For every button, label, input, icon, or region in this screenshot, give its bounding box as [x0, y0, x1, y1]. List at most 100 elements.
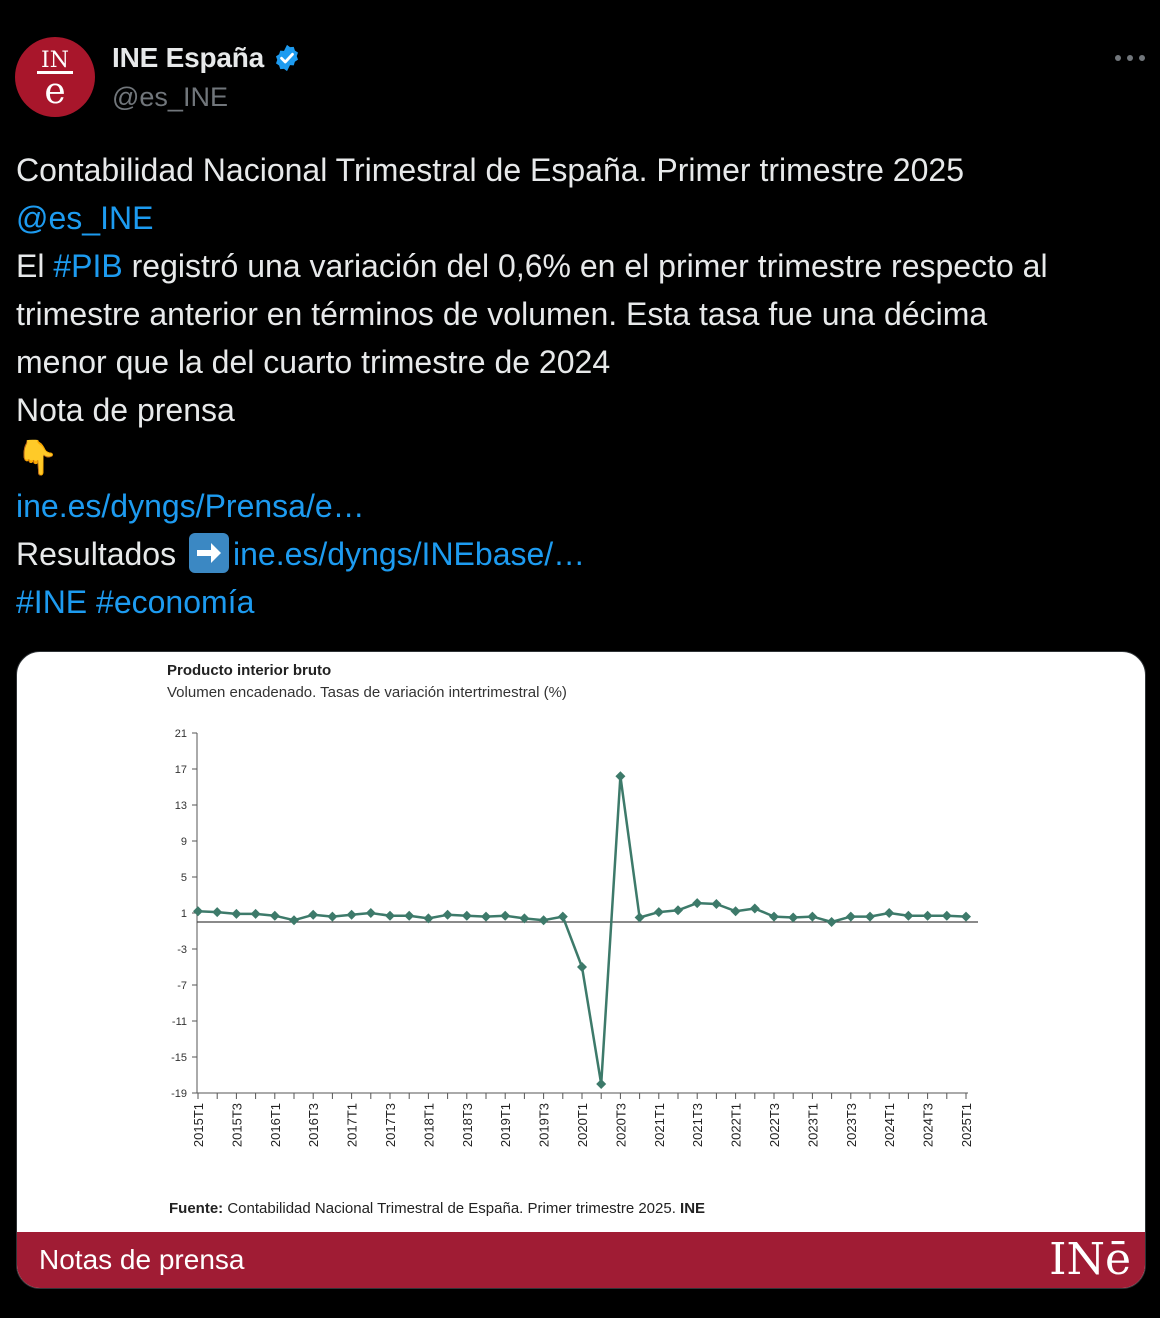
data-point-marker	[519, 913, 530, 924]
data-point-marker	[423, 913, 434, 924]
x-tick-label: 2017T3	[383, 1103, 398, 1147]
x-tick-label: 2017T1	[345, 1103, 360, 1147]
y-tick-label: 5	[181, 872, 187, 884]
x-tick-label: 2016T3	[306, 1103, 321, 1147]
x-axis: 2015T1 2015T3 2016T1 2016T3 2017T1 2017T3 2018…	[191, 921, 978, 1147]
source-text: Contabilidad Nacional Trimestral de Espa…	[223, 1200, 680, 1217]
data-point-marker	[845, 911, 856, 922]
y-tick-label: 17	[175, 764, 187, 776]
x-tick-label: 2018T3	[460, 1103, 475, 1147]
x-tick-label: 2015T1	[191, 1103, 206, 1147]
x-tick-label: 2018T1	[421, 1103, 436, 1147]
account-handle[interactable]: @es_INE	[112, 82, 228, 112]
x-tick-label: 2021T1	[652, 1103, 667, 1147]
y-axis: 21 17 13 9 5 1 -3 -7 -11 -15 -19	[171, 728, 198, 1100]
series-pib	[193, 771, 971, 1089]
data-point-marker	[577, 962, 587, 972]
press-release-link[interactable]: ine.es/dyngs/Prensa/e…	[16, 488, 365, 524]
series-line	[197, 774, 967, 1086]
y-tick-label: 1	[181, 908, 187, 920]
press-notes-banner: Notas de prensa INē	[17, 1232, 1145, 1288]
data-point-marker	[461, 910, 472, 921]
x-tick-label: 2015T3	[229, 1103, 244, 1147]
ine-banner-logo: INē	[1049, 1234, 1131, 1285]
mention-link[interactable]: @es_INE	[16, 200, 154, 236]
x-tick-label: 2016T1	[268, 1103, 283, 1147]
results-link[interactable]: ine.es/dyngs/INEbase/…	[232, 536, 586, 572]
x-tick-label: 2019T3	[537, 1103, 552, 1147]
y-tick-label: -15	[171, 1052, 187, 1064]
right-arrow-emoji-icon	[188, 533, 229, 573]
y-tick-label: -7	[177, 980, 187, 992]
y-tick-label: -3	[177, 944, 187, 956]
display-name[interactable]: INE España	[112, 42, 265, 73]
more-options-icon[interactable]	[1110, 40, 1150, 76]
x-tick-label: 2024T1	[882, 1103, 897, 1147]
data-point-marker	[538, 915, 549, 926]
media-card[interactable]: Producto interior bruto Volumen encadena…	[16, 651, 1146, 1289]
x-tick-label: 2020T3	[613, 1103, 628, 1147]
data-point-marker	[634, 912, 645, 923]
tweet-line: menor que la del cuarto trimestre de 202…	[16, 344, 611, 380]
data-point-marker	[481, 911, 491, 922]
data-point-marker	[941, 910, 952, 921]
tweet-line: trimestre anterior en términos de volume…	[16, 296, 988, 332]
data-point-marker	[346, 909, 357, 920]
pointing-down-emoji-icon: 👇	[16, 439, 59, 477]
banner-label: Notas de prensa	[39, 1244, 245, 1275]
x-tick-label: 2023T3	[844, 1103, 859, 1147]
tweet-line-title: Contabilidad Nacional Trimestral de Espa…	[16, 152, 964, 188]
data-point-marker	[442, 909, 453, 920]
data-point-marker	[596, 1079, 607, 1089]
gdp-line-chart: Producto interior bruto Volumen encadena…	[167, 662, 978, 1217]
ine-logo-icon: IN e	[37, 48, 73, 112]
hashtag-pib-link[interactable]: #PIB	[53, 248, 123, 284]
results-label: Resultados	[16, 536, 177, 572]
hashtag-ine-link[interactable]: #INE	[16, 584, 88, 620]
tweet-text-segment: registró una variación del 0,6% en el pr…	[122, 248, 1048, 284]
data-point-marker	[922, 910, 933, 921]
tweet-text-segment: El	[16, 248, 54, 284]
data-point-marker	[212, 907, 223, 918]
x-tick-label: 2023T1	[805, 1103, 820, 1147]
x-tick-label: 2020T1	[575, 1103, 590, 1147]
hashtag-economia-link[interactable]: #economía	[96, 584, 255, 620]
data-point-marker	[365, 908, 376, 918]
data-point-marker	[961, 911, 971, 922]
data-point-marker	[865, 911, 875, 922]
data-point-marker	[327, 911, 338, 922]
data-point-marker	[231, 908, 242, 919]
data-point-marker	[692, 898, 703, 909]
avatar-text-top: IN	[41, 48, 69, 73]
source-suffix: INE	[680, 1200, 705, 1217]
y-tick-label: 9	[181, 836, 187, 848]
verified-badge-icon	[276, 44, 299, 72]
x-tick-label: 2019T1	[498, 1103, 513, 1147]
data-point-marker	[269, 910, 280, 921]
data-point-marker	[557, 911, 568, 922]
avatar-text-bottom: e	[44, 71, 65, 112]
data-point-marker	[500, 910, 511, 921]
account-name-row[interactable]: INE España	[112, 40, 302, 76]
source-prefix: Fuente:	[169, 1200, 223, 1217]
data-point-marker	[749, 903, 760, 914]
data-point-marker	[826, 917, 837, 927]
x-tick-label: 2024T3	[921, 1103, 936, 1147]
chart-subtitle: Volumen encadenado. Tasas de variación i…	[167, 684, 567, 701]
data-point-marker	[308, 909, 319, 920]
avatar[interactable]: IN e	[15, 37, 95, 117]
chart-source: Fuente: Contabilidad Nacional Trimestral…	[169, 1200, 705, 1217]
data-point-marker	[711, 899, 722, 909]
data-point-marker	[673, 905, 683, 916]
y-tick-label: 21	[175, 728, 187, 740]
data-point-marker	[653, 907, 664, 918]
data-point-marker	[884, 908, 895, 918]
tweet-text: Contabilidad Nacional Trimestral de Espa…	[16, 146, 1146, 626]
y-tick-label: -11	[172, 1016, 187, 1028]
x-tick-label: 2022T3	[767, 1103, 782, 1147]
y-tick-label: -19	[171, 1088, 187, 1100]
data-point-marker	[404, 910, 415, 921]
data-point-marker	[385, 910, 395, 921]
y-tick-label: 13	[175, 800, 187, 812]
chart-title: Producto interior bruto	[167, 662, 331, 679]
